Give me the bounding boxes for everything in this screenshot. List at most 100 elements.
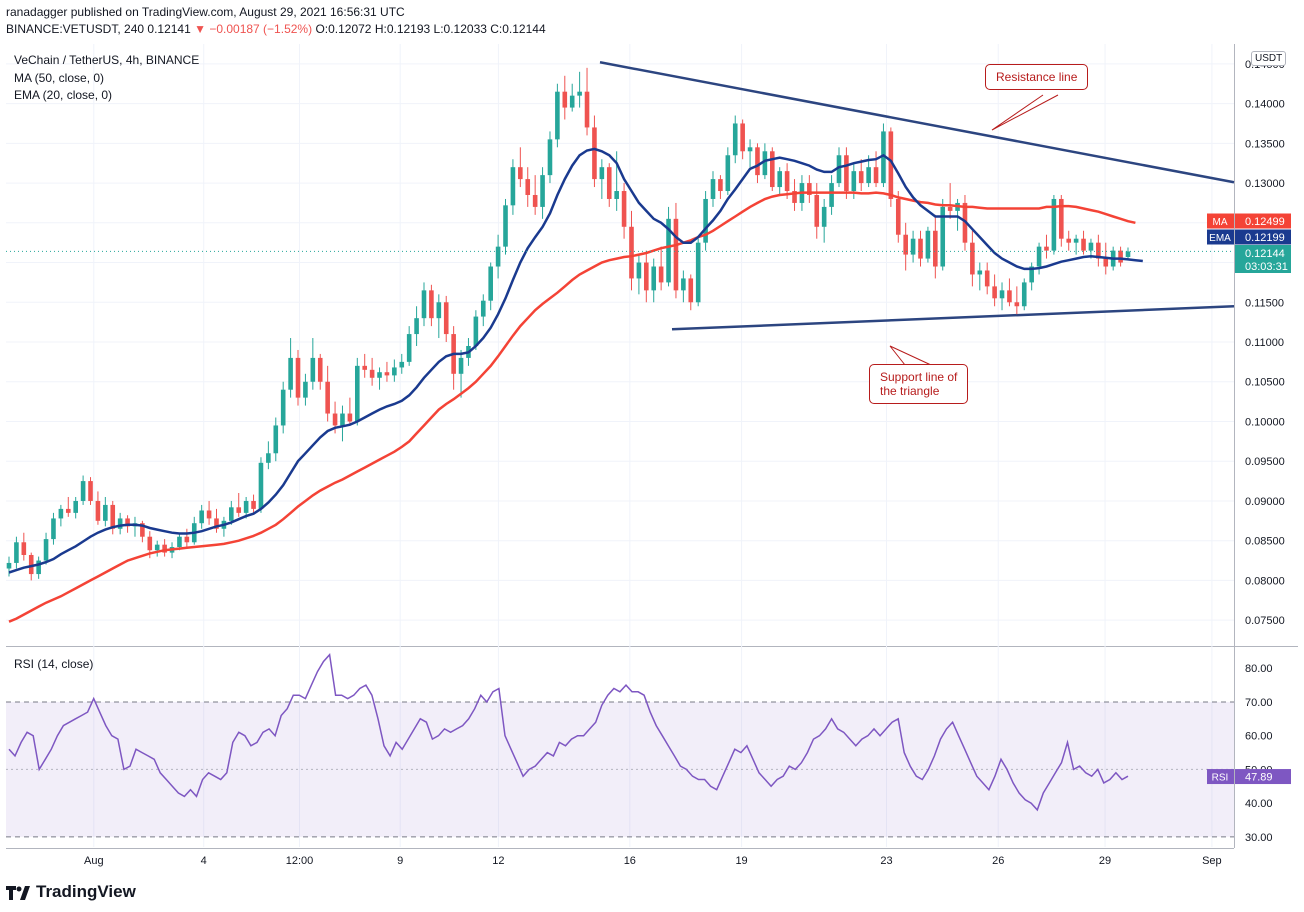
candle[interactable] <box>110 500 116 535</box>
candle[interactable] <box>362 353 368 378</box>
candle[interactable] <box>184 528 190 549</box>
candle[interactable] <box>1007 278 1012 307</box>
candle[interactable] <box>651 258 657 303</box>
candle[interactable] <box>14 536 19 569</box>
ma-legend[interactable]: MA (50, close, 0) <box>14 71 105 85</box>
candle[interactable] <box>910 230 916 263</box>
symbol-legend[interactable]: VeChain / TetherUS, 4h, BINANCE <box>14 53 200 67</box>
candle[interactable] <box>695 238 701 307</box>
candle[interactable] <box>970 230 975 287</box>
price-pane[interactable] <box>6 44 1234 644</box>
candle[interactable] <box>710 171 716 207</box>
candle[interactable] <box>177 532 182 551</box>
time-axis[interactable]: Aug 4 12:00 9 12 16 19 23 26 29 Sep <box>84 855 1222 867</box>
candle[interactable] <box>599 159 605 199</box>
candle[interactable] <box>703 191 708 251</box>
candle[interactable] <box>1081 230 1086 255</box>
candle[interactable] <box>606 163 612 207</box>
candle[interactable] <box>377 367 382 390</box>
candle[interactable] <box>303 373 308 406</box>
candle[interactable] <box>266 441 271 470</box>
candle[interactable] <box>58 504 64 527</box>
candle[interactable] <box>858 159 864 192</box>
candle[interactable] <box>999 282 1005 311</box>
candle[interactable] <box>436 294 442 339</box>
candle[interactable] <box>214 508 219 533</box>
candle[interactable] <box>844 147 849 199</box>
candle[interactable] <box>792 179 797 211</box>
candle[interactable] <box>458 349 464 398</box>
candle[interactable] <box>777 167 783 195</box>
candle[interactable] <box>1051 194 1057 255</box>
candle[interactable] <box>1059 194 1064 247</box>
candle[interactable] <box>636 254 642 295</box>
candle[interactable] <box>354 357 360 426</box>
candle[interactable] <box>895 191 901 243</box>
rsi-legend[interactable]: RSI (14, close) <box>14 657 94 671</box>
candle[interactable] <box>755 143 760 184</box>
candle[interactable] <box>925 226 931 263</box>
candle[interactable] <box>584 67 590 136</box>
candle[interactable] <box>718 175 723 199</box>
candle[interactable] <box>347 397 353 426</box>
candle[interactable] <box>51 512 56 545</box>
candle[interactable] <box>154 540 160 557</box>
candle[interactable] <box>740 119 745 160</box>
candle[interactable] <box>888 127 894 207</box>
candle[interactable] <box>621 183 627 239</box>
candle[interactable] <box>562 75 568 120</box>
candle[interactable] <box>673 202 679 299</box>
candle[interactable] <box>73 496 78 519</box>
candle[interactable] <box>658 246 664 291</box>
candle[interactable] <box>644 250 649 303</box>
candle[interactable] <box>769 147 775 192</box>
candle[interactable] <box>429 284 434 327</box>
candle[interactable] <box>873 151 879 188</box>
candle[interactable] <box>540 167 545 219</box>
trendlines[interactable] <box>599 61 1235 331</box>
candle[interactable] <box>547 131 553 184</box>
candle[interactable] <box>1029 262 1034 291</box>
candle[interactable] <box>95 491 101 525</box>
candle[interactable] <box>162 539 167 557</box>
candle[interactable] <box>518 147 523 188</box>
tradingview-brand[interactable]: TradingView <box>6 882 136 902</box>
price-axis[interactable]: 0.145000.140000.135000.130000.125000.120… <box>1245 59 1285 627</box>
candle[interactable] <box>414 306 419 346</box>
candle[interactable] <box>206 500 212 525</box>
candle[interactable] <box>406 326 412 366</box>
candle[interactable] <box>199 504 204 529</box>
currency-badge[interactable]: USDT <box>1251 51 1287 66</box>
candle[interactable] <box>525 167 531 207</box>
candle[interactable] <box>940 198 946 271</box>
candle[interactable] <box>295 349 301 406</box>
candle[interactable] <box>918 230 923 267</box>
candle[interactable] <box>629 210 634 291</box>
candle[interactable] <box>577 71 582 108</box>
candle[interactable] <box>80 475 86 505</box>
candle[interactable] <box>325 365 330 422</box>
candle[interactable] <box>258 457 264 513</box>
candle[interactable] <box>977 262 983 291</box>
candle[interactable] <box>443 295 449 343</box>
candle[interactable] <box>1014 286 1020 315</box>
candle[interactable] <box>310 338 316 390</box>
candle[interactable] <box>992 274 997 307</box>
candle[interactable] <box>229 500 234 525</box>
candle[interactable] <box>829 175 834 215</box>
candle[interactable] <box>236 493 242 517</box>
candle[interactable] <box>317 353 323 390</box>
candle[interactable] <box>21 532 27 561</box>
resistance-trendline[interactable] <box>599 61 1235 184</box>
candle[interactable] <box>933 214 938 279</box>
candle[interactable] <box>555 83 560 148</box>
candle[interactable] <box>340 405 345 442</box>
candle[interactable] <box>1066 230 1072 251</box>
candle[interactable] <box>614 151 619 211</box>
candle[interactable] <box>984 262 990 295</box>
candle[interactable] <box>369 357 375 386</box>
candle[interactable] <box>688 274 694 311</box>
support-trendline[interactable] <box>671 305 1235 331</box>
